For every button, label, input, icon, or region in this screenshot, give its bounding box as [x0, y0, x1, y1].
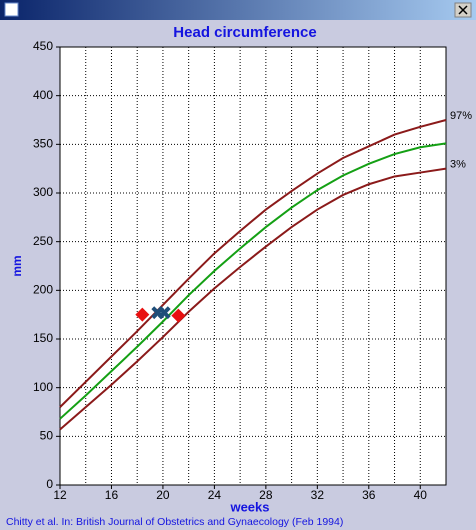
y-tick-label: 100	[33, 380, 53, 394]
y-tick-label: 400	[33, 88, 53, 102]
y-tick-label: 150	[33, 331, 53, 345]
x-tick-label: 24	[208, 488, 222, 502]
series-line	[59, 119, 447, 408]
y-tick-label: 350	[33, 137, 53, 151]
y-tick-label: 200	[33, 283, 53, 297]
series-label: 3%	[450, 159, 466, 171]
y-axis-label: mm	[10, 255, 24, 276]
y-tick-label: 300	[33, 185, 53, 199]
x-tick-label: 40	[414, 488, 428, 502]
y-tick-label: 450	[33, 39, 53, 53]
point-marker	[171, 308, 186, 323]
close-glyph	[458, 5, 468, 15]
x-tick-label: 16	[105, 488, 119, 502]
footer: Chitty et al. In: British Journal of Obs…	[6, 516, 343, 528]
point-marker	[157, 306, 171, 320]
window-icon	[4, 2, 19, 17]
x-tick-label: 20	[156, 488, 170, 502]
x-tick-label: 32	[311, 488, 325, 502]
point-marker	[135, 307, 150, 322]
y-tick-label: 0	[46, 477, 53, 491]
series-line	[59, 142, 447, 420]
x-axis-label: weeks	[229, 499, 269, 514]
x-tick-label: 36	[362, 488, 376, 502]
plot: 0 50 100 150 200 250 300 350 400 450 12 16 20 24 28 32 3…	[33, 39, 472, 502]
series-label: 97%	[450, 110, 472, 122]
chart-title: Head circumference	[173, 24, 316, 41]
series-line	[59, 167, 447, 431]
x-tick-label: 12	[53, 488, 67, 502]
title-bar	[0, 0, 476, 20]
y-tick-label: 250	[33, 234, 53, 248]
x-tick-label: 28	[259, 488, 273, 502]
plot-area	[59, 46, 447, 486]
y-tick-label: 50	[40, 429, 54, 443]
